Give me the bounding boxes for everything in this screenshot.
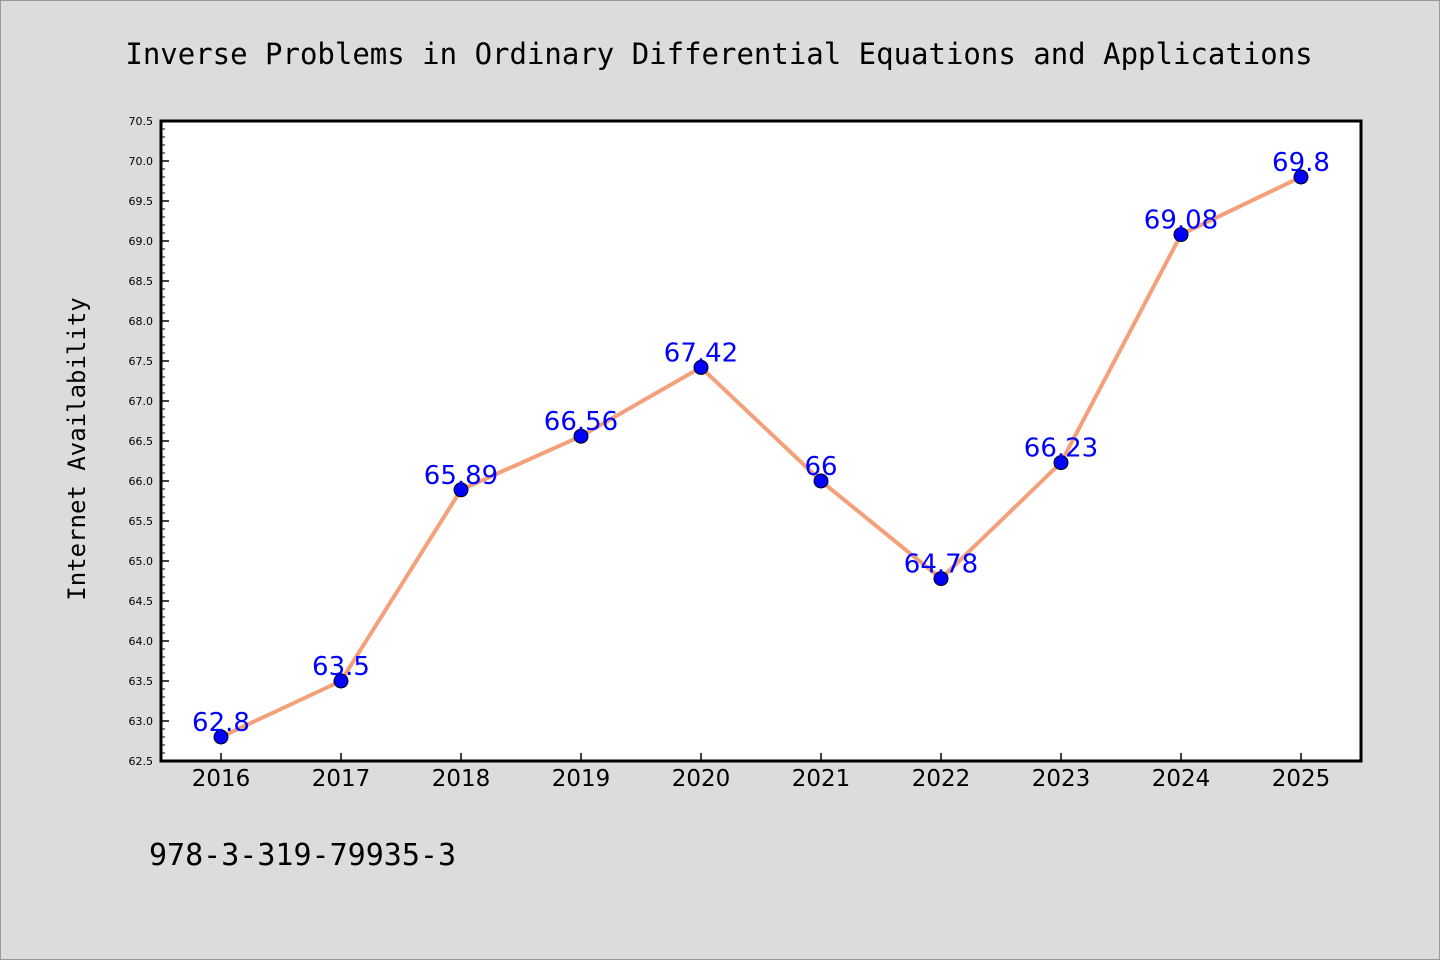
data-point-marker — [933, 571, 949, 587]
y-tick-label: 67.0 — [129, 395, 154, 408]
y-tick-label: 66.5 — [129, 435, 154, 448]
x-tick-label: 2019 — [552, 766, 611, 792]
data-label: 66 — [804, 452, 837, 482]
y-tick-label: 65.0 — [129, 555, 154, 568]
data-label: 66.23 — [1024, 434, 1098, 464]
y-tick-label: 63.0 — [129, 715, 154, 728]
y-tick-label: 68.0 — [129, 315, 154, 328]
data-label: 69.08 — [1144, 206, 1218, 236]
data-label: 62.8 — [192, 708, 250, 738]
data-label: 69.8 — [1272, 148, 1330, 178]
y-tick-label: 70.5 — [129, 115, 154, 128]
data-point-marker — [573, 428, 589, 444]
y-tick-label: 69.0 — [129, 235, 154, 248]
y-tick-label: 64.0 — [129, 635, 154, 648]
y-tick-label: 67.5 — [129, 355, 154, 368]
x-tick-label: 2024 — [1152, 766, 1211, 792]
y-tick-label: 63.5 — [129, 675, 154, 688]
x-tick-label: 2022 — [912, 766, 971, 792]
x-tick-label: 2017 — [312, 766, 371, 792]
y-axis-label: Internet Availability — [63, 297, 91, 600]
isbn-annotation: 978-3-319-79935-3 — [149, 838, 456, 873]
data-label: 64.78 — [904, 550, 978, 580]
y-axis-ticks: 62.5 63.0 63.5 64.0 64.5 65.0 65.5 66.0 66.5 67.0… — [129, 115, 169, 768]
y-tick-label: 70.0 — [129, 155, 154, 168]
y-tick-label: 66.0 — [129, 475, 154, 488]
data-point-marker — [693, 359, 709, 375]
data-point-marker — [1053, 455, 1069, 471]
data-label: 66.56 — [544, 407, 618, 437]
y-tick-label: 64.5 — [129, 595, 154, 608]
x-tick-label: 2020 — [672, 766, 731, 792]
plot-area — [159, 119, 1363, 763]
data-point-marker — [453, 482, 469, 498]
chart-title: Inverse Problems in Ordinary Differentia… — [125, 37, 1312, 71]
data-point-marker — [813, 473, 829, 489]
x-tick-label: 2021 — [792, 766, 851, 792]
x-tick-label: 2016 — [192, 766, 251, 792]
y-tick-label: 62.5 — [129, 755, 154, 768]
data-label: 63.5 — [312, 652, 370, 682]
data-series — [213, 169, 1309, 745]
y-tick-label: 65.5 — [129, 515, 154, 528]
data-point-marker — [1293, 169, 1309, 185]
x-tick-label: 2018 — [432, 766, 491, 792]
x-tick-label: 2023 — [1032, 766, 1091, 792]
y-tick-label: 68.5 — [129, 275, 154, 288]
x-axis-ticks: 2016 2017 2018 2019 2020 2021 2022 2023 2024 2025 — [192, 753, 1331, 792]
data-point-marker — [1173, 227, 1189, 243]
data-point-marker — [213, 729, 229, 745]
series-line — [220, 175, 1302, 739]
data-point-marker — [333, 673, 349, 689]
data-label: 65.89 — [424, 461, 498, 491]
data-labels: 62.8 63.5 65.89 66.56 67.42 66 64.78 66.23 69.08… — [192, 148, 1330, 738]
x-tick-label: 2025 — [1272, 766, 1331, 792]
data-label: 67.42 — [664, 338, 738, 368]
y-tick-label: 69.5 — [129, 195, 154, 208]
